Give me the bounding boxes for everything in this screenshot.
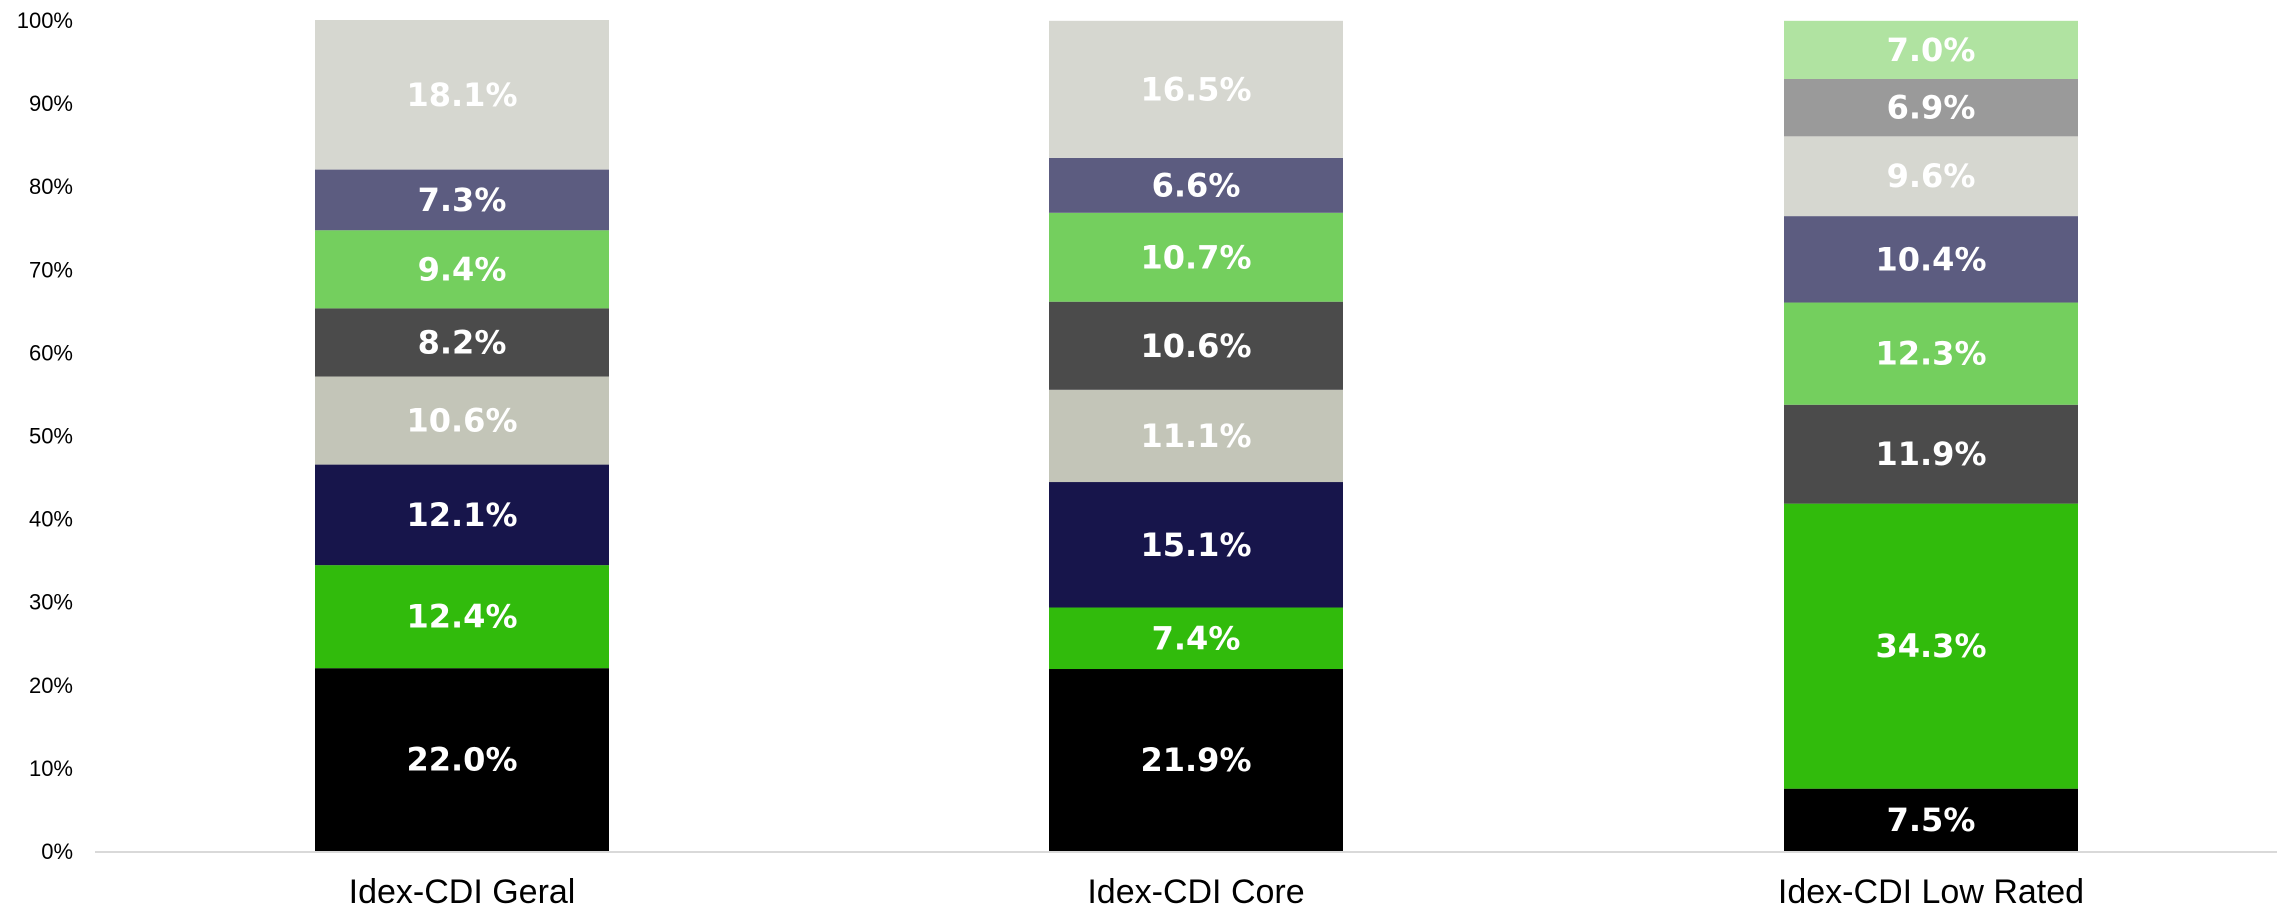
bar-segment bbox=[1784, 302, 2078, 405]
data-label: 7.4% bbox=[1152, 619, 1241, 657]
bar-segment bbox=[1784, 136, 2078, 217]
bar-segment bbox=[1784, 20, 2078, 80]
data-label: 6.6% bbox=[1152, 166, 1241, 204]
bar-segment bbox=[1049, 669, 1343, 851]
y-tick-label: 0% bbox=[41, 839, 73, 864]
y-tick-label: 50% bbox=[29, 424, 73, 449]
bar-segment bbox=[315, 376, 609, 465]
data-label: 8.2% bbox=[418, 323, 507, 361]
bar-segment bbox=[1049, 157, 1343, 213]
bar-segment bbox=[1049, 301, 1343, 390]
data-label: 12.3% bbox=[1875, 335, 1986, 373]
bar-segment bbox=[315, 20, 609, 170]
y-tick-label: 90% bbox=[29, 91, 73, 116]
bar-segment bbox=[315, 668, 609, 851]
y-tick-label: 80% bbox=[29, 174, 73, 199]
bar-segment bbox=[1049, 607, 1343, 670]
bar-segment bbox=[1784, 503, 2078, 789]
bar-segment bbox=[315, 230, 609, 309]
data-label: 10.6% bbox=[1140, 327, 1251, 365]
x-axis: Idex-CDI Geral Idex-CDI Core Idex-CDI Low … bbox=[349, 873, 2084, 910]
bar-segment bbox=[315, 308, 609, 377]
data-label: 10.6% bbox=[406, 402, 517, 440]
data-label: 7.0% bbox=[1887, 31, 1976, 69]
y-tick-label: 100% bbox=[17, 8, 73, 33]
bar-segment bbox=[315, 464, 609, 566]
data-label: 34.3% bbox=[1875, 627, 1986, 665]
data-label: 15.1% bbox=[1140, 526, 1251, 564]
bar-segment bbox=[1049, 212, 1343, 302]
y-axis: 0% 10% 20% 30% 40% 50% 60% 70% 80% 90% 100% bbox=[17, 8, 73, 864]
y-tick-label: 30% bbox=[29, 590, 73, 615]
bar-stack: 7.5% 34.3% 11.9% 12.3% 10.4% 9.6% 6.9% 7.0% bbox=[1784, 20, 2078, 851]
y-tick-label: 20% bbox=[29, 673, 73, 698]
x-tick-label: Idex-CDI Geral bbox=[349, 873, 576, 910]
data-label: 12.4% bbox=[406, 598, 517, 636]
bar-stack: 22.0% 12.4% 12.1% 10.6% 8.2% 9.4% 7.3% 18.1% bbox=[315, 20, 609, 851]
bars: 22.0% 12.4% 12.1% 10.6% 8.2% 9.4% 7.3% 18.1% 21.… bbox=[315, 20, 2078, 851]
data-label: 9.6% bbox=[1887, 157, 1976, 195]
data-label: 9.4% bbox=[418, 250, 507, 288]
bar-segment bbox=[315, 169, 609, 231]
y-tick-label: 40% bbox=[29, 507, 73, 532]
bar-stack: 21.9% 7.4% 15.1% 11.1% 10.6% 10.7% 6.6% 16.5% bbox=[1049, 20, 1343, 851]
data-label: 22.0% bbox=[406, 741, 517, 779]
data-label: 16.5% bbox=[1140, 70, 1251, 108]
bar-segment bbox=[1049, 20, 1343, 158]
data-label: 11.1% bbox=[1140, 417, 1251, 455]
data-label: 18.1% bbox=[406, 76, 517, 114]
y-tick-label: 60% bbox=[29, 340, 73, 365]
y-tick-label: 70% bbox=[29, 257, 73, 282]
y-tick-label: 10% bbox=[29, 756, 73, 781]
data-label: 12.1% bbox=[406, 496, 517, 534]
bar-segment bbox=[1784, 788, 2078, 851]
data-label: 6.9% bbox=[1887, 89, 1976, 127]
data-label: 7.3% bbox=[418, 181, 507, 219]
data-label: 11.9% bbox=[1875, 435, 1986, 473]
bar-segment bbox=[1784, 216, 2078, 303]
bar-segment bbox=[1784, 404, 2078, 504]
bar-segment bbox=[1784, 79, 2078, 137]
data-label: 7.5% bbox=[1887, 801, 1976, 839]
x-tick-label: Idex-CDI Low Rated bbox=[1778, 873, 2084, 910]
bar-segment bbox=[315, 565, 609, 669]
data-label: 21.9% bbox=[1140, 741, 1251, 779]
data-label: 10.4% bbox=[1875, 240, 1986, 278]
x-tick-label: Idex-CDI Core bbox=[1087, 873, 1304, 910]
data-label: 10.7% bbox=[1140, 238, 1251, 276]
bar-segment bbox=[1049, 482, 1343, 608]
bar-segment bbox=[1049, 389, 1343, 483]
